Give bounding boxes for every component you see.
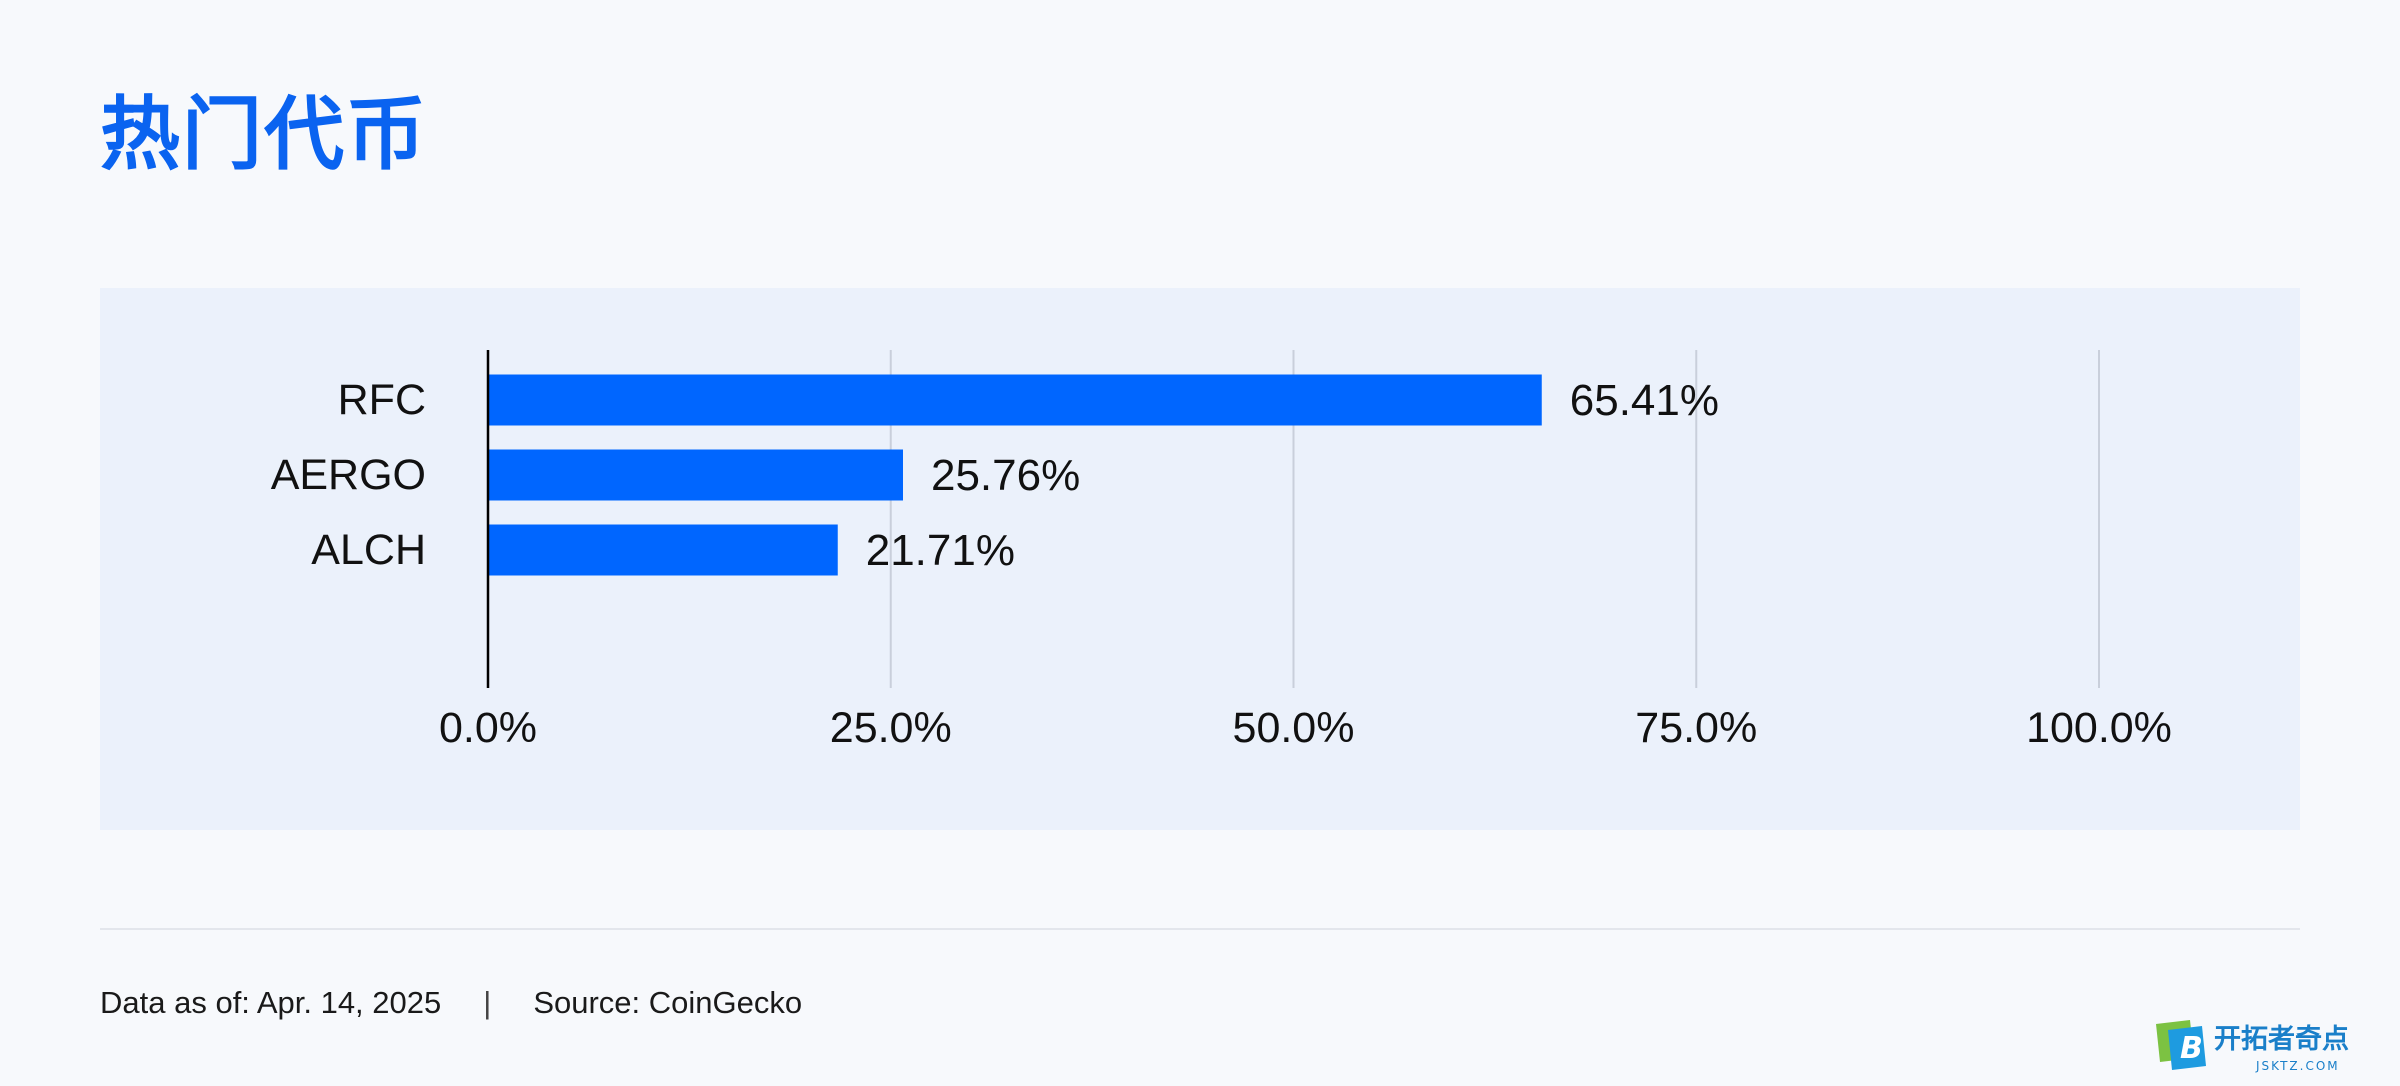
footer-divider — [100, 928, 2300, 930]
watermark-brand-text: 开拓者奇点 — [2214, 1024, 2349, 1055]
watermark-badge-letter: B — [2180, 1031, 2203, 1066]
page-title: 热门代币 — [100, 88, 428, 181]
category-label: AERGO — [271, 451, 426, 499]
chart-panel: RFC 65.41% AERGO 25.76% ALCH 21.71% 0.0% 25.0% 5… — [100, 288, 2300, 830]
x-tick-label: 0.0% — [439, 704, 537, 752]
x-tick-label: 25.0% — [830, 704, 952, 752]
category-label: RFC — [338, 376, 426, 424]
bar — [488, 524, 838, 576]
watermark-badge-icon: B — [2156, 1020, 2206, 1070]
source-label: Source: CoinGecko — [533, 985, 803, 1020]
x-tick-label: 50.0% — [1233, 704, 1355, 752]
data-label: 21.71% — [866, 526, 1015, 575]
bar — [488, 449, 903, 501]
x-tick-label: 75.0% — [1635, 704, 1757, 752]
bar — [488, 374, 1542, 426]
watermark-logo: B 开拓者奇点 JSKTZ.COM — [2156, 1020, 2349, 1073]
x-tick-label: 100.0% — [2026, 704, 2172, 752]
footer: Data as of: Apr. 14, 2025 | Source: Coin… — [100, 985, 802, 1021]
category-label: ALCH — [311, 526, 426, 574]
watermark-brand-sub: JSKTZ.COM — [2255, 1059, 2340, 1073]
footer-separator: | — [483, 985, 492, 1020]
data-label: 65.41% — [1570, 376, 1719, 425]
data-label: 25.76% — [931, 451, 1080, 500]
bar-chart: RFC 65.41% AERGO 25.76% ALCH 21.71% 0.0% 25.0% 5… — [271, 350, 2172, 752]
data-date-label: Data as of: Apr. 14, 2025 — [100, 985, 442, 1020]
